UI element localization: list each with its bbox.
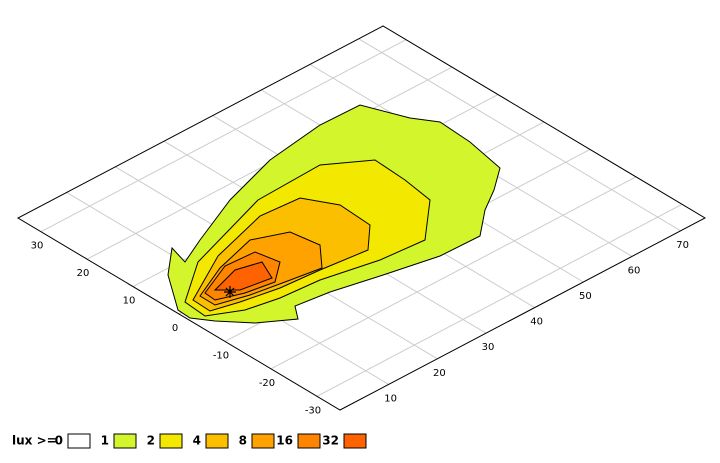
x-tick-label: 50 (579, 291, 592, 302)
x-tick-label: 10 (384, 393, 397, 404)
legend-swatch (159, 433, 183, 449)
y-tick-label: -20 (259, 378, 275, 389)
legend-label: 2 (147, 434, 155, 448)
legend-label: 1 (101, 434, 109, 448)
grid-line (316, 203, 683, 397)
y-tick-label: 0 (172, 323, 178, 334)
y-tick-label: -30 (305, 405, 321, 416)
legend-swatch (251, 433, 275, 449)
contour-region (213, 261, 273, 291)
legend-swatch (113, 433, 137, 449)
plot-frame (16, 25, 707, 411)
legend-label: 4 (193, 434, 201, 448)
legend-label: 0 (55, 434, 63, 448)
legend-swatch (67, 433, 91, 449)
x-tick-label: 60 (628, 265, 641, 276)
y-tick-label: 20 (77, 268, 90, 279)
grid-line (40, 39, 407, 233)
y-tick-label: -10 (213, 350, 229, 361)
legend-label: 32 (322, 434, 339, 448)
x-tick-label: 20 (433, 368, 446, 379)
legend-swatch (205, 433, 229, 449)
luminaire-marker (224, 286, 236, 298)
x-tick-label: 30 (482, 342, 495, 353)
y-tick-label: 10 (123, 296, 136, 307)
grid-line (270, 176, 637, 370)
legend-label: 16 (276, 434, 293, 448)
x-tick-label: 40 (530, 317, 543, 328)
legend-label: 8 (239, 434, 247, 448)
y-tick-label: 30 (31, 241, 44, 252)
legend-title: lux >= (12, 434, 57, 448)
x-tick-label: 70 (676, 240, 689, 251)
legend-swatch (297, 433, 321, 449)
legend-swatch (343, 433, 367, 449)
